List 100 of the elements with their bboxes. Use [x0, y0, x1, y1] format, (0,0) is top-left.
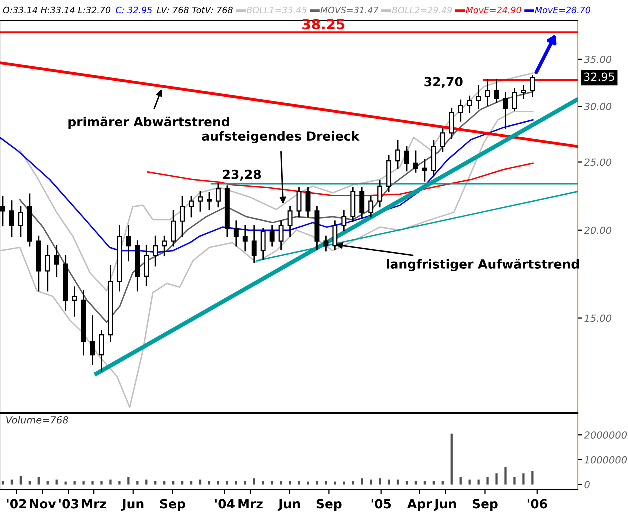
bar: [388, 480, 390, 485]
bar: [280, 481, 282, 485]
chart-title: Volume=768: [6, 416, 68, 424]
candlestick: [126, 225, 132, 262]
bar: [496, 474, 498, 485]
candlestick: [404, 146, 410, 172]
y-tick-label: 1000000: [584, 456, 628, 464]
bar: [74, 481, 76, 485]
candlestick: [378, 180, 383, 208]
x-tick-label: Sep: [316, 499, 342, 512]
y-tick-label: 0: [584, 481, 590, 489]
bar: [522, 474, 525, 485]
bar: [217, 481, 220, 485]
legend-label: BOLL2=29.49: [392, 6, 452, 14]
legend-label: MovE=28.70: [535, 6, 591, 14]
candlestick: [189, 196, 194, 218]
candlestick: [368, 196, 374, 218]
candlestick: [503, 92, 508, 130]
bar: [226, 481, 229, 485]
bar: [271, 481, 274, 485]
candlestick: [171, 210, 176, 247]
candlestick: [54, 245, 60, 278]
candlestick: [278, 220, 284, 250]
bar: [450, 434, 453, 485]
bar: [468, 480, 471, 485]
candlestick: [242, 225, 248, 252]
bar: [414, 481, 418, 485]
bar: [110, 480, 112, 485]
x-tick-label: Jun: [121, 499, 144, 512]
bar: [172, 481, 175, 485]
bar: [199, 480, 202, 485]
legend-label: BOLL1=33.45: [246, 6, 307, 14]
bar: [432, 481, 435, 485]
candlestick: [153, 236, 158, 267]
bar: [56, 480, 58, 485]
candlestick: [494, 80, 500, 104]
x-tick-label: Nov: [30, 499, 56, 509]
x-tick-label: '02: [7, 499, 26, 509]
bar: [334, 482, 336, 485]
candlestick: [216, 183, 221, 208]
x-tick-label: Sep: [160, 499, 186, 512]
bar: [38, 477, 40, 485]
bar: [406, 481, 408, 485]
candlestick: [440, 128, 446, 152]
legend-label: MovE=24.90: [466, 6, 522, 14]
y-tick-label: 2000000: [584, 432, 628, 439]
candlestick: [324, 236, 329, 252]
bar: [28, 481, 31, 485]
text: O:33.14 H:33.14 L:32.70: [3, 6, 111, 14]
candlestick: [288, 206, 293, 238]
bar: [343, 482, 346, 485]
candlestick: [207, 192, 212, 210]
x-tick-label: Sep: [472, 499, 498, 512]
annotation: primärer Abwärtstrend: [68, 116, 230, 130]
x-tick-label: '03: [59, 499, 78, 509]
bar: [378, 478, 382, 485]
candlestick: [449, 108, 454, 140]
bar: [504, 467, 507, 485]
annotation: 23,28: [223, 170, 262, 181]
candlestick: [162, 236, 168, 257]
x-tick-label: Apr: [407, 499, 432, 512]
candlestick: [18, 206, 24, 238]
bar: [181, 481, 184, 485]
ref-line-label: 38.25: [302, 19, 345, 30]
bar: [10, 480, 14, 485]
bar: [164, 481, 166, 485]
candlestick: [467, 96, 472, 114]
candlestick: [252, 225, 257, 264]
bar: [136, 481, 139, 485]
candlestick: [234, 220, 239, 247]
candlestick: [512, 88, 518, 112]
bar: [118, 481, 121, 485]
candlestick: [260, 228, 266, 260]
candlestick: [422, 159, 428, 182]
candlestick: [198, 191, 203, 212]
legend-label: MOVS=31.47: [320, 6, 379, 14]
candlestick: [296, 187, 302, 218]
candlestick: [396, 140, 400, 170]
bar: [20, 476, 22, 485]
bar: [82, 481, 85, 485]
bar: [325, 481, 328, 485]
candlestick: [476, 85, 482, 110]
bar: [532, 471, 534, 485]
bar: [2, 481, 4, 485]
candlestick: [9, 200, 14, 238]
bar: [46, 481, 49, 485]
bar: [128, 477, 130, 485]
y-tick-label: 35.00: [584, 56, 612, 64]
annotation: aufsteigendes Dreieck: [202, 131, 360, 144]
bar: [361, 478, 364, 485]
x-tick-label: Mrz: [82, 499, 106, 509]
bar: [514, 477, 516, 485]
candlestick: [306, 187, 311, 218]
x-tick-label: Mrz: [238, 499, 263, 509]
bar: [442, 481, 444, 485]
bar: [478, 480, 480, 485]
bar: [316, 481, 318, 485]
text: LV: 768 TotV: 768: [157, 6, 233, 14]
bar: [235, 481, 238, 485]
bar: [460, 477, 462, 485]
